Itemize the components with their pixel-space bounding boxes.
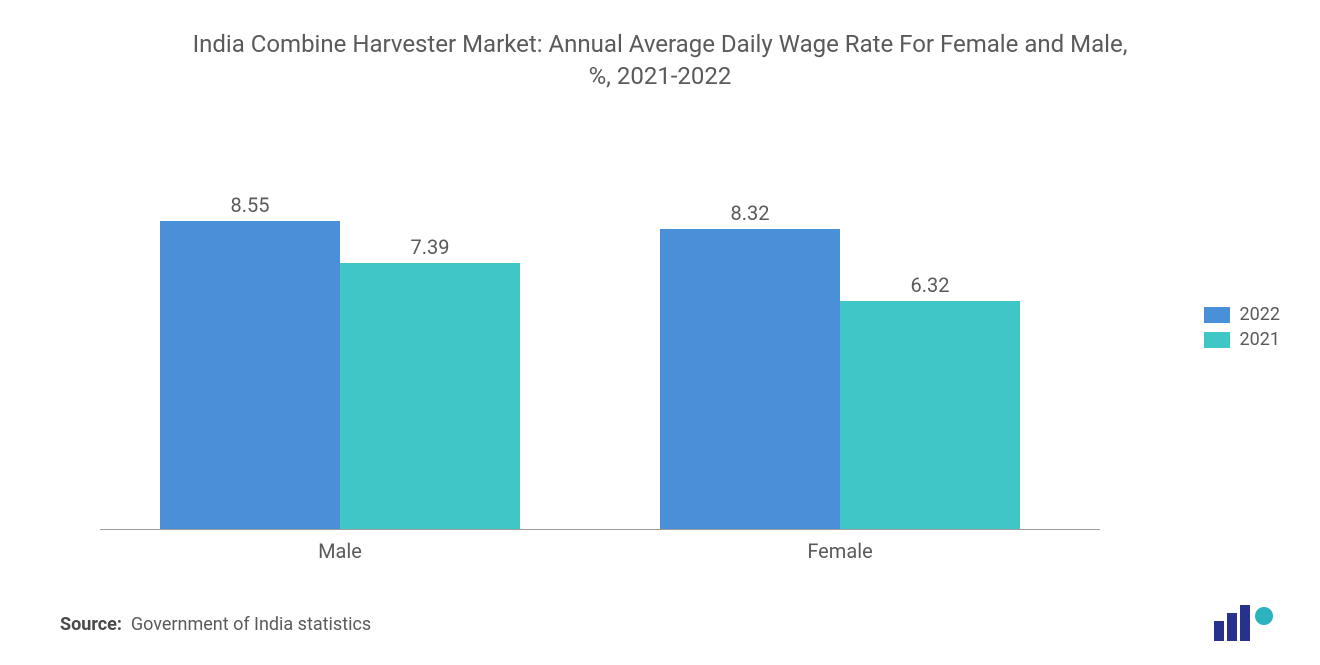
bar: 6.32 bbox=[840, 301, 1020, 529]
category-label: Male bbox=[160, 529, 520, 563]
legend-label: 2022 bbox=[1240, 304, 1280, 325]
category-label: Female bbox=[660, 529, 1020, 563]
legend: 2022 2021 bbox=[1204, 300, 1280, 354]
source-prefix: Source: bbox=[60, 614, 122, 635]
legend-item: 2021 bbox=[1204, 329, 1280, 350]
bar: 8.55 bbox=[160, 221, 340, 529]
legend-swatch-icon bbox=[1204, 332, 1230, 348]
chart-title: India Combine Harvester Market: Annual A… bbox=[0, 0, 1320, 93]
bar-value-label: 8.55 bbox=[160, 193, 340, 217]
bar-value-label: 8.32 bbox=[660, 201, 840, 225]
source-attribution: Source: Government of India statistics bbox=[60, 614, 371, 635]
source-text: Government of India statistics bbox=[131, 614, 371, 635]
legend-swatch-icon bbox=[1204, 307, 1230, 323]
chart-plot-area: 8.557.39Male8.326.32Female bbox=[100, 170, 1100, 530]
bar-value-label: 6.32 bbox=[840, 273, 1020, 297]
legend-item: 2022 bbox=[1204, 304, 1280, 325]
bar: 7.39 bbox=[340, 263, 520, 529]
legend-label: 2021 bbox=[1240, 329, 1280, 350]
bar-group: 8.557.39Male bbox=[160, 170, 580, 529]
bar-group: 8.326.32Female bbox=[660, 170, 1080, 529]
brand-logo-icon bbox=[1214, 605, 1278, 641]
bar-value-label: 7.39 bbox=[340, 235, 520, 259]
bar: 8.32 bbox=[660, 229, 840, 529]
